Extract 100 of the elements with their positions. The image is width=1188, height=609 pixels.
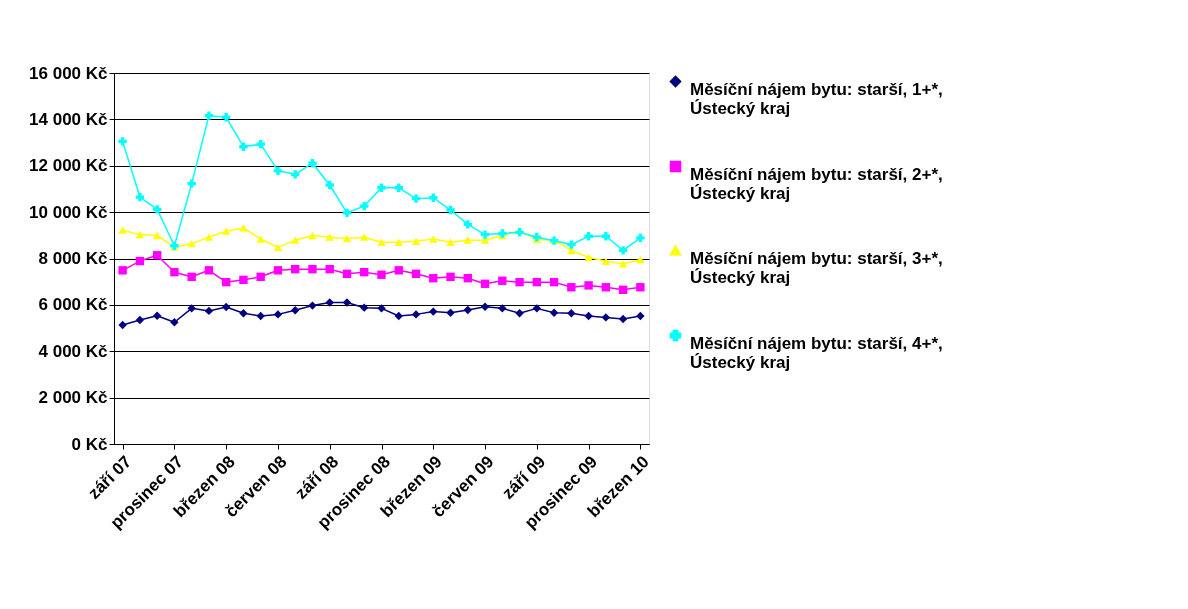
y-tick-label: 4 000 Kč (38, 341, 108, 361)
legend-label: Měsíční nájem bytu: starší, 4+*, Ústecký kraj (690, 333, 943, 372)
point (135, 315, 145, 325)
point (118, 226, 127, 234)
legend-label: Měsíční nájem bytu: starší, 3+*, Ústecký kraj (690, 248, 943, 287)
point (152, 251, 162, 260)
point (256, 235, 265, 243)
point (636, 283, 645, 292)
point (463, 236, 472, 244)
point (291, 236, 300, 244)
point (256, 311, 265, 321)
point (429, 307, 438, 316)
point (411, 310, 421, 319)
point (325, 233, 334, 241)
y-tick-label: 2 000 Kč (38, 388, 108, 408)
point (618, 260, 628, 268)
point (239, 224, 248, 232)
point (480, 302, 490, 311)
point (549, 277, 559, 287)
point (377, 304, 386, 313)
point (204, 306, 214, 316)
point (584, 232, 593, 241)
point (446, 308, 455, 317)
point (584, 253, 593, 261)
point (618, 285, 628, 294)
point (411, 269, 421, 278)
point (429, 235, 438, 243)
legend-label: Měsíční nájem bytu: starší, 1+*, Ústecký kraj (690, 79, 943, 118)
point (429, 274, 438, 283)
point (463, 220, 472, 229)
point (187, 240, 196, 248)
y-tick-label: 16 000 Kč (29, 63, 108, 83)
point (308, 159, 317, 168)
point (187, 179, 196, 188)
point (463, 274, 472, 283)
point (480, 279, 490, 288)
point (239, 309, 248, 318)
point (187, 272, 196, 281)
point (411, 194, 421, 203)
legend-label: Měsíční nájem bytu: starší, 2+*, Ústecký kraj (690, 164, 943, 203)
point (170, 268, 179, 277)
point (463, 305, 472, 315)
point (394, 311, 403, 321)
point (308, 301, 317, 310)
point (273, 310, 283, 319)
point (532, 304, 542, 313)
point (394, 238, 403, 246)
point (446, 205, 455, 215)
point (601, 283, 611, 292)
y-tick-label: 6 000 Kč (38, 295, 108, 315)
point (118, 320, 127, 330)
point (204, 266, 214, 275)
point (256, 272, 265, 281)
point (601, 257, 611, 265)
point (601, 232, 611, 241)
point (394, 266, 403, 275)
point (273, 166, 283, 176)
point (584, 281, 593, 290)
point (480, 230, 490, 239)
point (342, 269, 352, 278)
point (135, 192, 145, 202)
point (360, 201, 369, 211)
point (498, 304, 507, 313)
point (584, 311, 593, 321)
y-tick-label: 12 000 Kč (29, 156, 108, 176)
point (446, 238, 455, 246)
point (135, 256, 145, 266)
point (273, 266, 283, 275)
point (515, 309, 524, 318)
y-tick-label: 14 000 Kč (29, 109, 108, 129)
point (325, 298, 334, 307)
y-tick-label: 8 000 Kč (38, 249, 108, 268)
point (187, 304, 196, 313)
point (636, 311, 645, 321)
point (601, 313, 611, 322)
point (118, 137, 127, 146)
point (239, 142, 248, 151)
point (360, 268, 369, 277)
point (204, 111, 214, 120)
point (342, 208, 352, 217)
point (636, 256, 645, 264)
point (498, 276, 507, 285)
point (221, 227, 231, 235)
y-tick-label: 10 000 Kč (29, 202, 108, 222)
point (152, 205, 162, 214)
point (308, 231, 317, 240)
point (377, 183, 386, 192)
point (342, 234, 352, 243)
point (360, 233, 369, 241)
point (342, 298, 352, 307)
point (532, 277, 542, 287)
point (325, 180, 334, 190)
point (567, 240, 576, 249)
point (446, 272, 455, 281)
point (204, 233, 214, 241)
point (567, 283, 576, 292)
point (221, 277, 231, 287)
point (291, 170, 300, 179)
point (618, 246, 628, 255)
point (118, 266, 127, 275)
